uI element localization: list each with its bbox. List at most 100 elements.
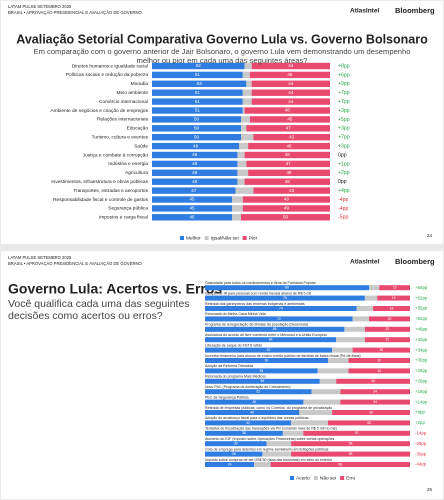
bar-segment [336, 337, 365, 343]
net-label: +42pp [415, 337, 428, 342]
value-label: 49 [193, 143, 199, 148]
value-label: 48 [285, 108, 291, 113]
bar-segment [241, 214, 330, 221]
bar-segment [336, 378, 410, 384]
net-label: +2pp [415, 420, 425, 425]
value-label: 45 [189, 197, 195, 202]
bar-segment [249, 71, 330, 79]
value-label: 46 [250, 410, 254, 414]
legend-swatch [313, 476, 318, 480]
bar-segment [352, 347, 410, 353]
bar-segment [262, 451, 292, 457]
value-label: 46 [286, 143, 292, 148]
value-label: 58 [349, 442, 353, 446]
category-label: Agricultura [125, 170, 148, 176]
value-label: 18 [390, 306, 394, 310]
category-label: Cota de emprego para detentos em regime … [205, 447, 329, 451]
header: BRASIL • APROVAÇÃO PRESIDENCIAL E AVALIA… [8, 10, 143, 15]
bar-segment [299, 410, 333, 415]
bar-segment [319, 378, 337, 384]
value-label: 34 [373, 390, 377, 394]
bar-segment [237, 151, 245, 159]
bar-segment [379, 285, 410, 291]
value-label: 45 [189, 215, 195, 220]
bar-segment [152, 62, 245, 70]
bar-segment [266, 441, 292, 447]
bar-segment [253, 187, 330, 194]
bar-segment [205, 368, 318, 374]
bar-segment [242, 98, 252, 105]
bar-segment [369, 285, 380, 291]
value-label: 20 [388, 317, 392, 321]
category-label: Imposto sobre compras de até US$ 50 (tax… [205, 458, 333, 462]
bar-segment [246, 80, 252, 87]
bar-segment [205, 295, 365, 301]
value-label: 68 [273, 327, 277, 331]
value-label: 44 [288, 63, 294, 68]
bar-segment [205, 285, 369, 291]
bar-segment [152, 169, 238, 176]
bar-segment [242, 205, 330, 212]
value-label: 44 [288, 81, 294, 86]
net-label: +8pp [338, 63, 350, 69]
net-label: +30pp [415, 358, 428, 363]
bar-segment [340, 399, 410, 405]
value-label: 50 [194, 126, 200, 131]
value-label: 55 [259, 369, 263, 373]
category-label: Retirada dos garimpeiros das reservas in… [205, 302, 305, 306]
net-label: +25pp [415, 368, 428, 373]
legend-label: Erro [346, 475, 355, 481]
bar-segment [205, 399, 304, 405]
net-label: +46pp [415, 326, 428, 331]
bar-segment [241, 125, 247, 132]
legend-swatch [204, 236, 209, 240]
value-label: 48 [252, 400, 256, 404]
bar-segment [152, 116, 241, 123]
bar-segment [205, 337, 337, 343]
category-label: Comércio internacional [99, 99, 148, 105]
bar-segment [205, 441, 267, 447]
value-label: 45 [287, 72, 293, 77]
value-label: 51 [195, 90, 201, 95]
net-label: +18pp [415, 389, 428, 394]
value-label: 30 [234, 442, 238, 446]
bar-segment [237, 169, 249, 176]
value-label: 44 [288, 99, 294, 104]
bar-segment [152, 196, 233, 203]
value-label: 16 [392, 296, 396, 300]
value-label: 50 [283, 215, 289, 220]
bar-segment [242, 196, 330, 203]
net-label: +6pp [338, 72, 350, 78]
value-label: 48 [192, 179, 198, 184]
category-label: Moradia [131, 81, 149, 87]
bar-segment [237, 178, 245, 185]
bar-segment [235, 187, 254, 194]
bar-segment [205, 378, 320, 384]
value-label: 48 [285, 179, 291, 184]
bar-segment [364, 295, 378, 301]
legend-swatch [340, 476, 345, 480]
slide-card [1, 251, 443, 499]
value-label: 28 [232, 452, 236, 456]
bar-segment [246, 160, 330, 168]
bar-segment [251, 80, 330, 87]
net-label: +34pp [415, 347, 428, 352]
net-label: +7pp [338, 90, 350, 96]
bar-segment [237, 160, 247, 168]
category-label: Retirada de empresas públicas, como os C… [205, 406, 332, 410]
net-label: +1pp [338, 161, 350, 167]
value-label: 52 [256, 390, 260, 394]
bar-segment [152, 107, 243, 114]
bar-segment [152, 178, 238, 185]
subtitle: Você qualifica cada uma das seguintes de… [8, 298, 190, 322]
bar-segment [152, 214, 233, 221]
category-label: Investimentos, infraestrutura e obras pú… [51, 179, 148, 185]
value-label: 15 [393, 286, 397, 290]
brand: AtlasIntel [350, 8, 379, 15]
category-label: Turismo, cultura e eventos [92, 134, 149, 140]
category-label: Direitos humanos e igualdade racial [72, 63, 148, 69]
chart-title: Governo Lula: Acertos vs. Erros [8, 281, 222, 297]
bar-segment [344, 326, 365, 332]
value-label: 60 [265, 358, 269, 362]
